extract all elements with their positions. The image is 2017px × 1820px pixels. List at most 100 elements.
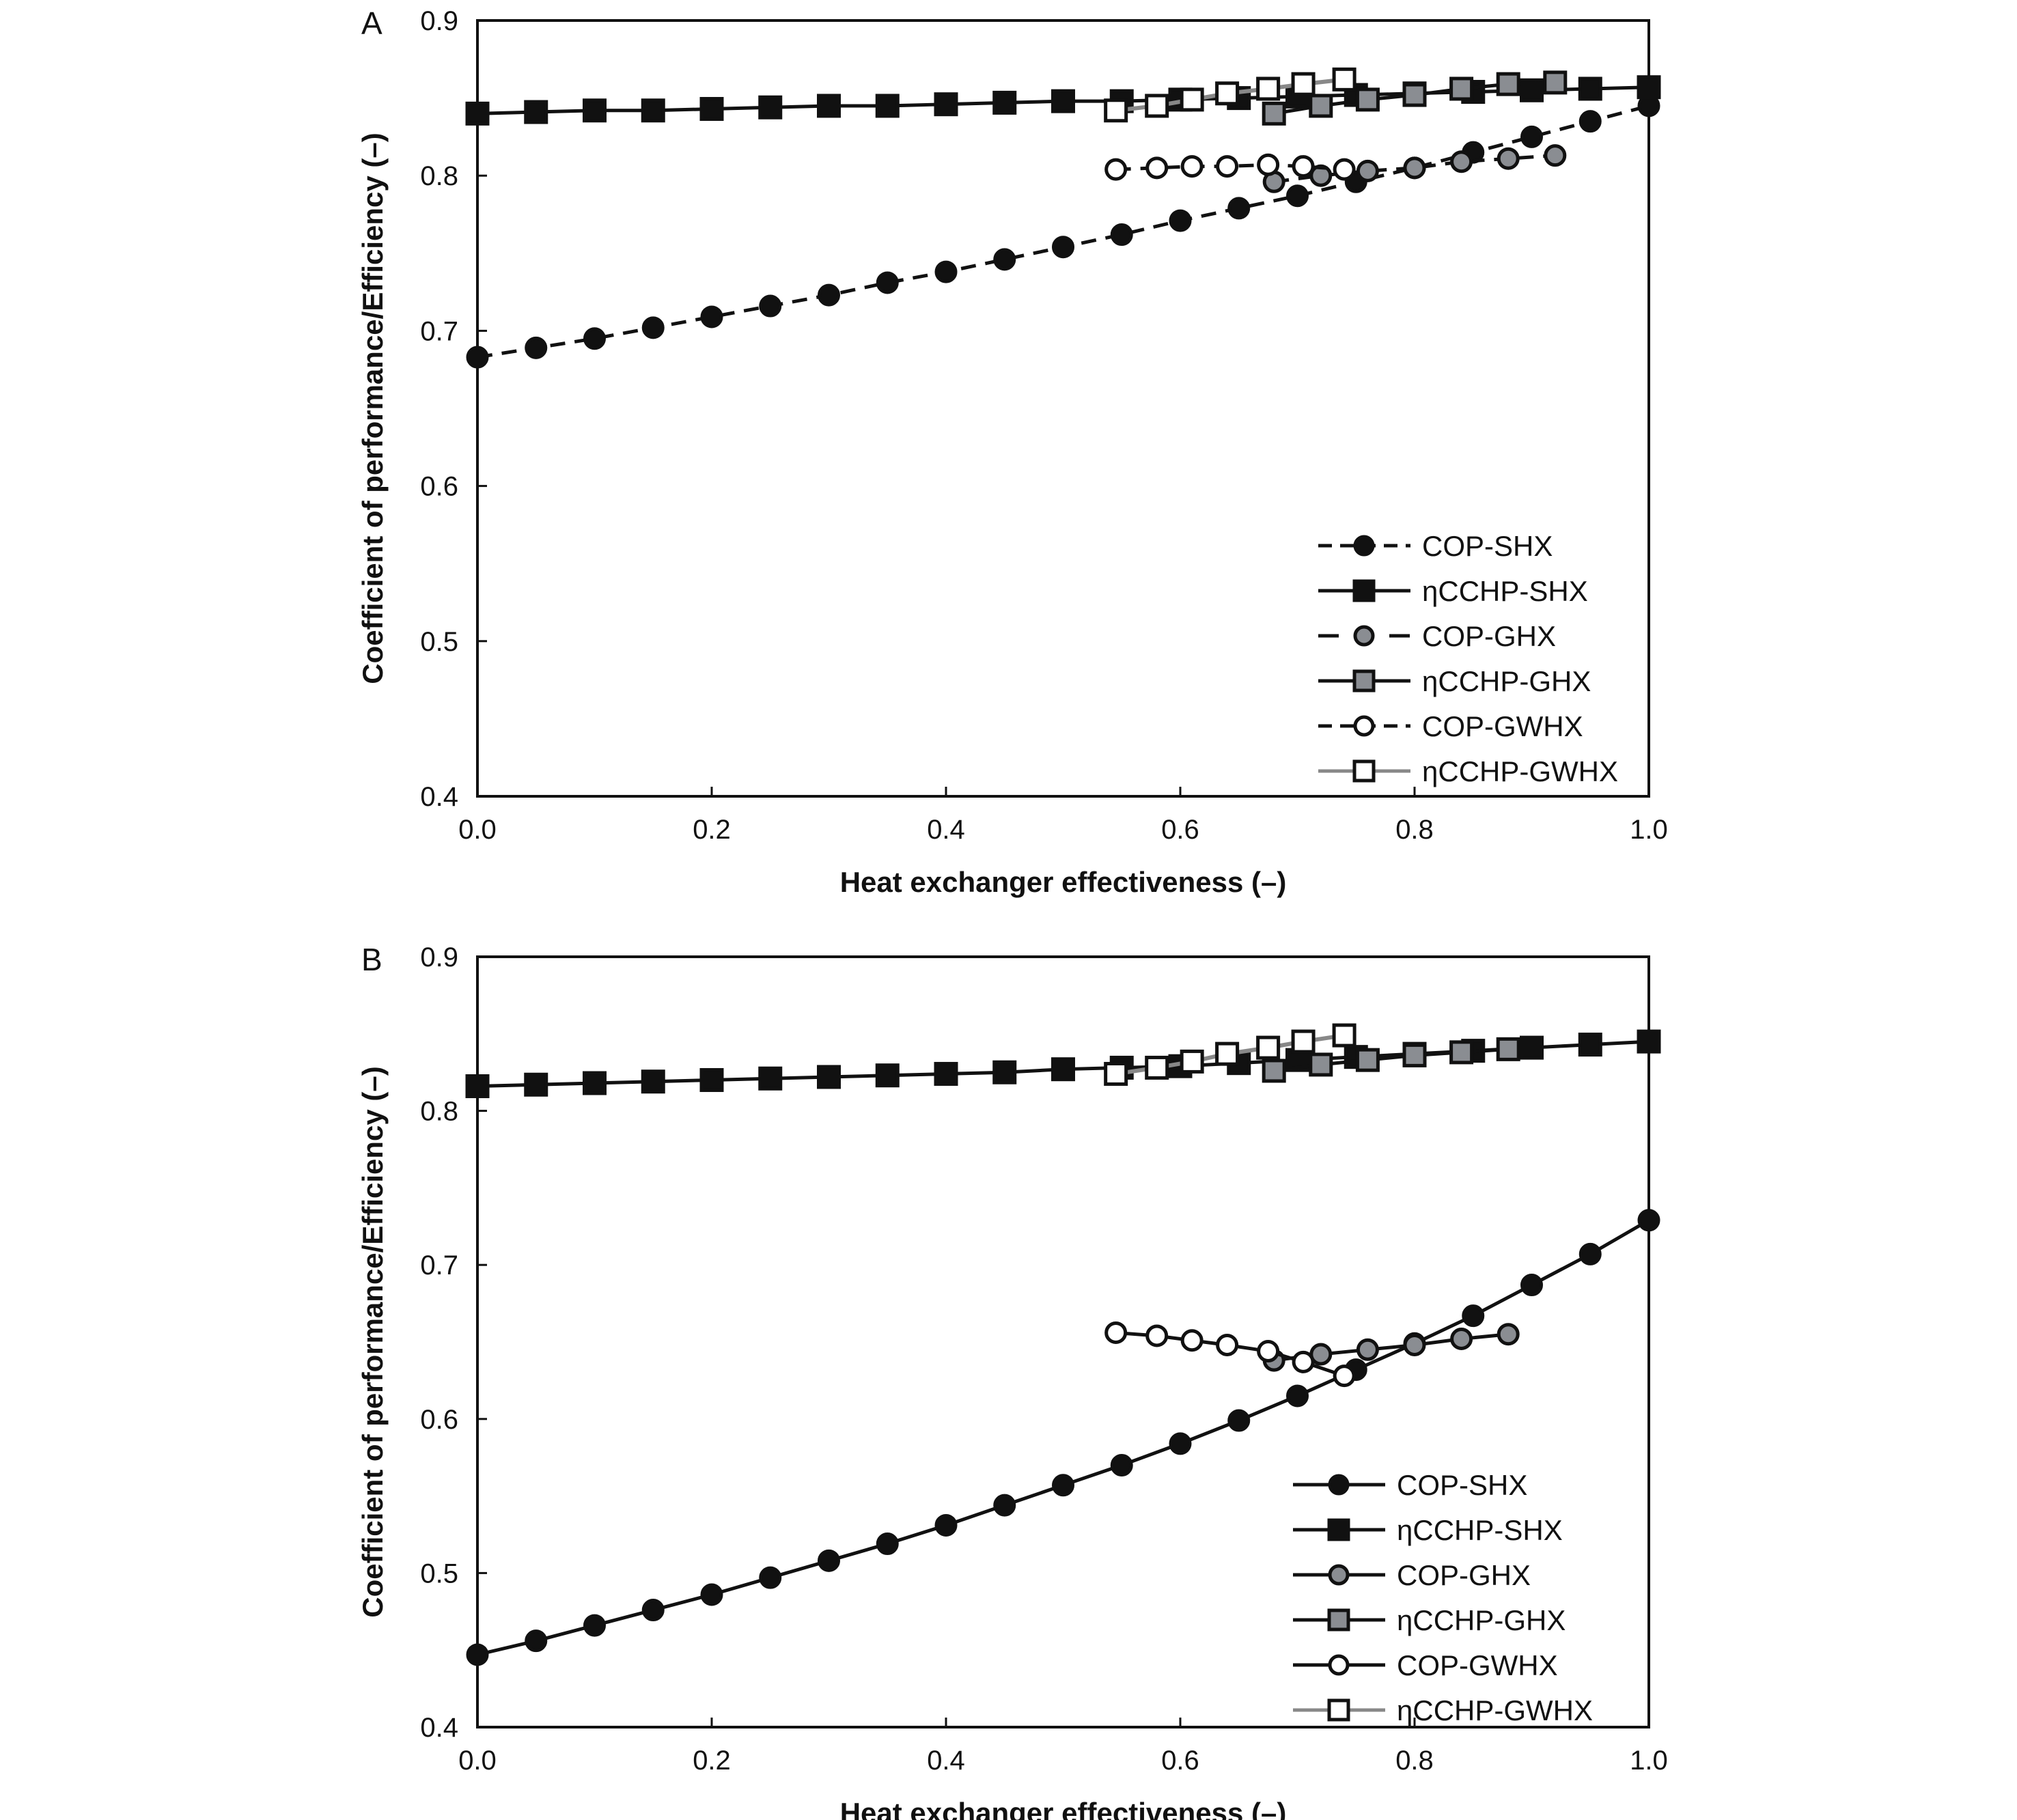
x-tick-label: 0.0 [458, 1746, 497, 1776]
data-point-circle [1292, 155, 1315, 178]
data-point-circle [1180, 155, 1204, 178]
y-tick-label: 0.4 [420, 1713, 458, 1743]
x-tick-label: 1.0 [1630, 815, 1668, 845]
data-point-circle [1110, 223, 1133, 247]
legend-item: ηCCHP-GHX [1318, 665, 1591, 697]
y-tick-label: 0.9 [420, 6, 458, 36]
data-point-square [1291, 1029, 1316, 1054]
data-point-square [699, 97, 724, 122]
data-point-circle [1578, 110, 1602, 133]
data-point-square [1145, 1055, 1169, 1080]
y-tick-label: 0.7 [420, 316, 458, 346]
y-tick-label: 0.6 [420, 472, 458, 502]
legend-item: ηCCHP-SHX [1318, 575, 1588, 607]
data-point-circle [1227, 1409, 1251, 1432]
data-point-circle [466, 346, 489, 369]
data-point-circle [934, 260, 958, 283]
data-point-square [758, 1066, 783, 1091]
data-point-square [1327, 1518, 1350, 1541]
y-tick-label: 0.4 [420, 782, 458, 812]
legend-label: COP-GWHX [1397, 1649, 1558, 1681]
data-point-square [641, 1069, 665, 1094]
data-point-square [817, 1065, 841, 1089]
data-point-square [465, 1074, 490, 1099]
legend-label: ηCCHP-GHX [1422, 665, 1591, 697]
data-point-circle [1257, 1340, 1280, 1363]
data-point-square [1262, 1059, 1286, 1083]
legend-label: COP-GWHX [1422, 710, 1583, 742]
data-point-square [1496, 1037, 1520, 1061]
series-COP-SHX [466, 94, 1660, 369]
data-point-square [1496, 72, 1520, 96]
data-point-square [1256, 76, 1281, 101]
data-point-circle [1450, 1327, 1473, 1350]
data-point-circle [1328, 1564, 1350, 1586]
data-point-circle [993, 248, 1016, 271]
series-COP-SHX [466, 1209, 1660, 1666]
plot-frame [476, 19, 1650, 798]
data-point-square [934, 1061, 958, 1086]
data-point-square [1352, 759, 1376, 783]
x-tick-label: 0.0 [458, 815, 497, 845]
x-tick-label: 0.8 [1395, 815, 1434, 845]
x-tick-label: 1.0 [1630, 1746, 1668, 1776]
data-point-circle [1292, 1350, 1315, 1373]
series-ηCCHP-SHX [465, 75, 1661, 126]
data-point-circle [1578, 1242, 1602, 1265]
data-point-square [1637, 1029, 1661, 1054]
data-point-square [1520, 1035, 1544, 1060]
data-point-square [1104, 1061, 1128, 1086]
data-point-square [1256, 1035, 1281, 1060]
data-point-circle [759, 294, 782, 318]
data-point-square [1449, 76, 1474, 101]
data-point-circle [1520, 125, 1543, 148]
legend-label: COP-SHX [1397, 1469, 1527, 1501]
data-point-square [583, 1071, 607, 1095]
legend-label: ηCCHP-GHX [1397, 1604, 1566, 1636]
data-point-square [1402, 83, 1427, 107]
data-point-circle [525, 336, 548, 359]
x-tick-label: 0.8 [1395, 1746, 1434, 1776]
panel-A: A 0.0 0.2 0.4 0.6 0.8 1.0 0.4 0.5 0.6 0.7 0.8 0.9 Hea… [357, 5, 1668, 898]
legend-item: ηCCHP-GHX [1293, 1604, 1566, 1636]
legend-item: COP-GHX [1318, 620, 1556, 652]
data-point-circle [641, 316, 665, 339]
data-point-circle [1216, 155, 1239, 178]
data-point-circle [1333, 158, 1356, 181]
x-tick-label: 0.2 [693, 815, 731, 845]
data-point-circle [1544, 144, 1567, 167]
y-axis-label: Coefficient of performance/Efficiency (–… [357, 132, 389, 684]
x-tick-label: 0.6 [1161, 815, 1199, 845]
legend-item: ηCCHP-SHX [1293, 1514, 1563, 1546]
data-point-circle [1286, 184, 1309, 208]
data-point-circle [1169, 209, 1192, 232]
y-tick-label: 0.5 [420, 1558, 458, 1588]
legend-label: COP-SHX [1422, 530, 1553, 562]
legend-label: ηCCHP-SHX [1422, 575, 1588, 607]
data-point-square [1104, 98, 1128, 123]
data-point-square [758, 95, 783, 120]
y-tick-label: 0.8 [420, 1097, 458, 1127]
data-point-circle [1145, 1324, 1169, 1347]
data-point-square [817, 94, 841, 118]
data-point-circle [1286, 1384, 1309, 1408]
data-point-circle [1353, 625, 1375, 647]
data-point-square [1355, 1048, 1380, 1072]
legend-item: ηCCHP-GWHX [1318, 755, 1618, 787]
data-point-circle [466, 1643, 489, 1666]
data-point-square [1327, 1608, 1350, 1632]
data-point-circle [1356, 1338, 1379, 1361]
data-point-square [1145, 94, 1169, 118]
data-point-circle [583, 327, 606, 350]
data-point-circle [1104, 1321, 1128, 1344]
data-point-circle [1403, 1334, 1426, 1357]
data-point-circle [700, 1583, 723, 1606]
series-COP-GWHX [1104, 1321, 1356, 1388]
data-point-square [1262, 101, 1286, 126]
data-point-circle [818, 1549, 840, 1572]
x-tick-label: 0.2 [693, 1746, 731, 1776]
data-point-square [1352, 579, 1376, 602]
data-point-circle [876, 271, 899, 294]
data-point-square [1291, 72, 1316, 96]
x-axis-label: Heat exchanger effectiveness (–) [840, 866, 1287, 898]
